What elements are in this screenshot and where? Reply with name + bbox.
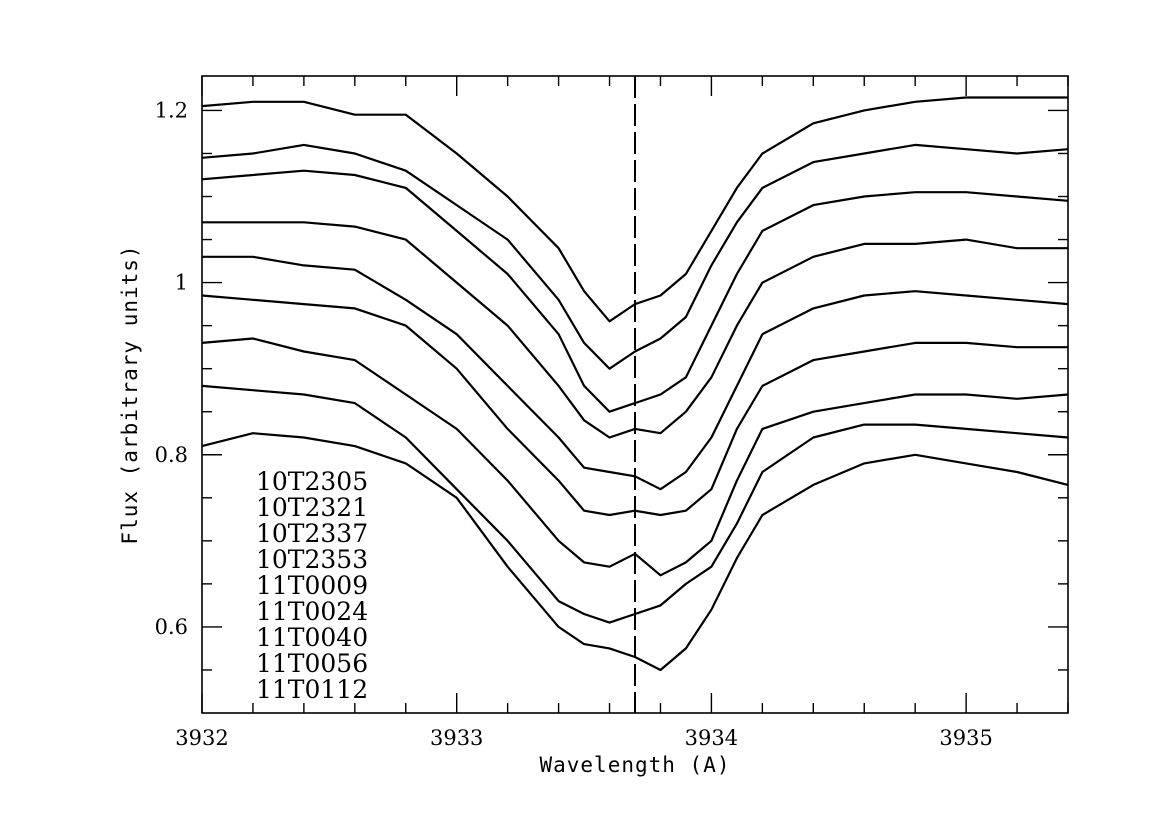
legend-entry: 10T2305 — [256, 467, 368, 496]
y-tick-label: 0.6 — [155, 615, 188, 639]
series-line-9 — [201, 432, 1069, 672]
y-tick-labels: 0.6 0.8 1 1.2 — [155, 98, 188, 638]
series-line-3 — [201, 169, 1069, 413]
x-tick-label: 3933 — [430, 726, 483, 750]
series-line-1 — [201, 96, 1068, 323]
axis-ticks — [201, 76, 1069, 713]
legend-entry: 11T0056 — [256, 649, 368, 678]
series-line-6 — [201, 294, 1068, 517]
legend-entry: 11T0040 — [256, 623, 368, 652]
legend-entry: 11T0024 — [256, 597, 368, 626]
legend-entry: 10T2321 — [256, 493, 368, 522]
legend: 10T230510T232110T233710T235311T000911T00… — [256, 467, 368, 704]
legend-entry: 10T2353 — [256, 545, 368, 574]
series-line-7 — [201, 337, 1069, 577]
legend-entry: 11T0112 — [256, 675, 368, 704]
x-tick-label: 3934 — [685, 726, 738, 750]
series-lines — [201, 96, 1069, 672]
x-tick-labels: 3932 3933 3934 3935 — [175, 726, 993, 750]
y-tick-label: 1.2 — [155, 98, 188, 122]
y-tick-label: 1 — [175, 271, 188, 295]
x-axis-label: Wavelength (A) — [539, 753, 730, 777]
y-axis-label: Flux (arbitrary units) — [118, 244, 142, 544]
series-line-2 — [201, 143, 1069, 370]
series-line-8 — [201, 384, 1069, 624]
x-tick-label: 3935 — [939, 726, 992, 750]
y-tick-label: 0.8 — [155, 443, 188, 467]
legend-entry: 10T2337 — [256, 519, 368, 548]
plot-frame — [201, 75, 1069, 714]
series-line-5 — [202, 255, 1069, 491]
legend-entry: 11T0009 — [256, 571, 368, 600]
x-tick-label: 3932 — [175, 726, 228, 750]
series-line-4 — [202, 221, 1068, 439]
